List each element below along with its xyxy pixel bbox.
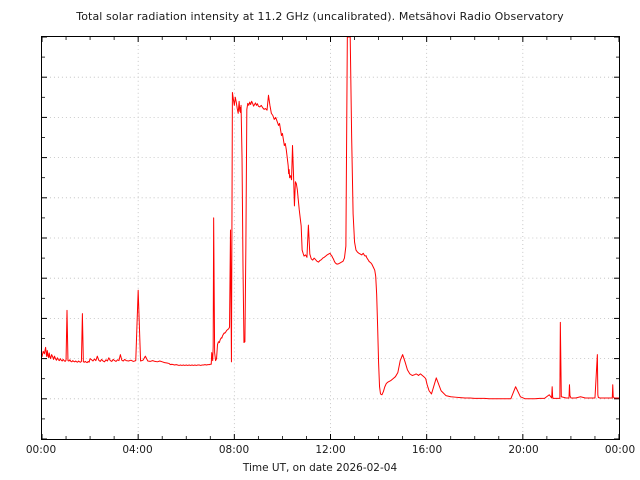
y-axis-label: Arbitrary unit: [0, 163, 1, 233]
x-tick-label: 16:00: [411, 444, 443, 456]
x-tick-label: 20:00: [508, 444, 539, 456]
axis-ticks: [42, 37, 619, 439]
x-tick-label: 00:00: [604, 444, 636, 456]
x-axis-label: Time UT, on date 2026-02-04: [242, 462, 398, 474]
x-tick-label: 00:00: [25, 444, 57, 456]
data-series-line: [42, 37, 619, 400]
chart-title: Total solar radiation intensity at 11.2 …: [76, 10, 564, 23]
plot-area: [41, 36, 620, 440]
x-tick-label: 04:00: [122, 444, 153, 456]
x-tick-label: 08:00: [218, 444, 250, 456]
gridlines: [42, 37, 619, 439]
x-tick-label: 12:00: [315, 444, 346, 456]
